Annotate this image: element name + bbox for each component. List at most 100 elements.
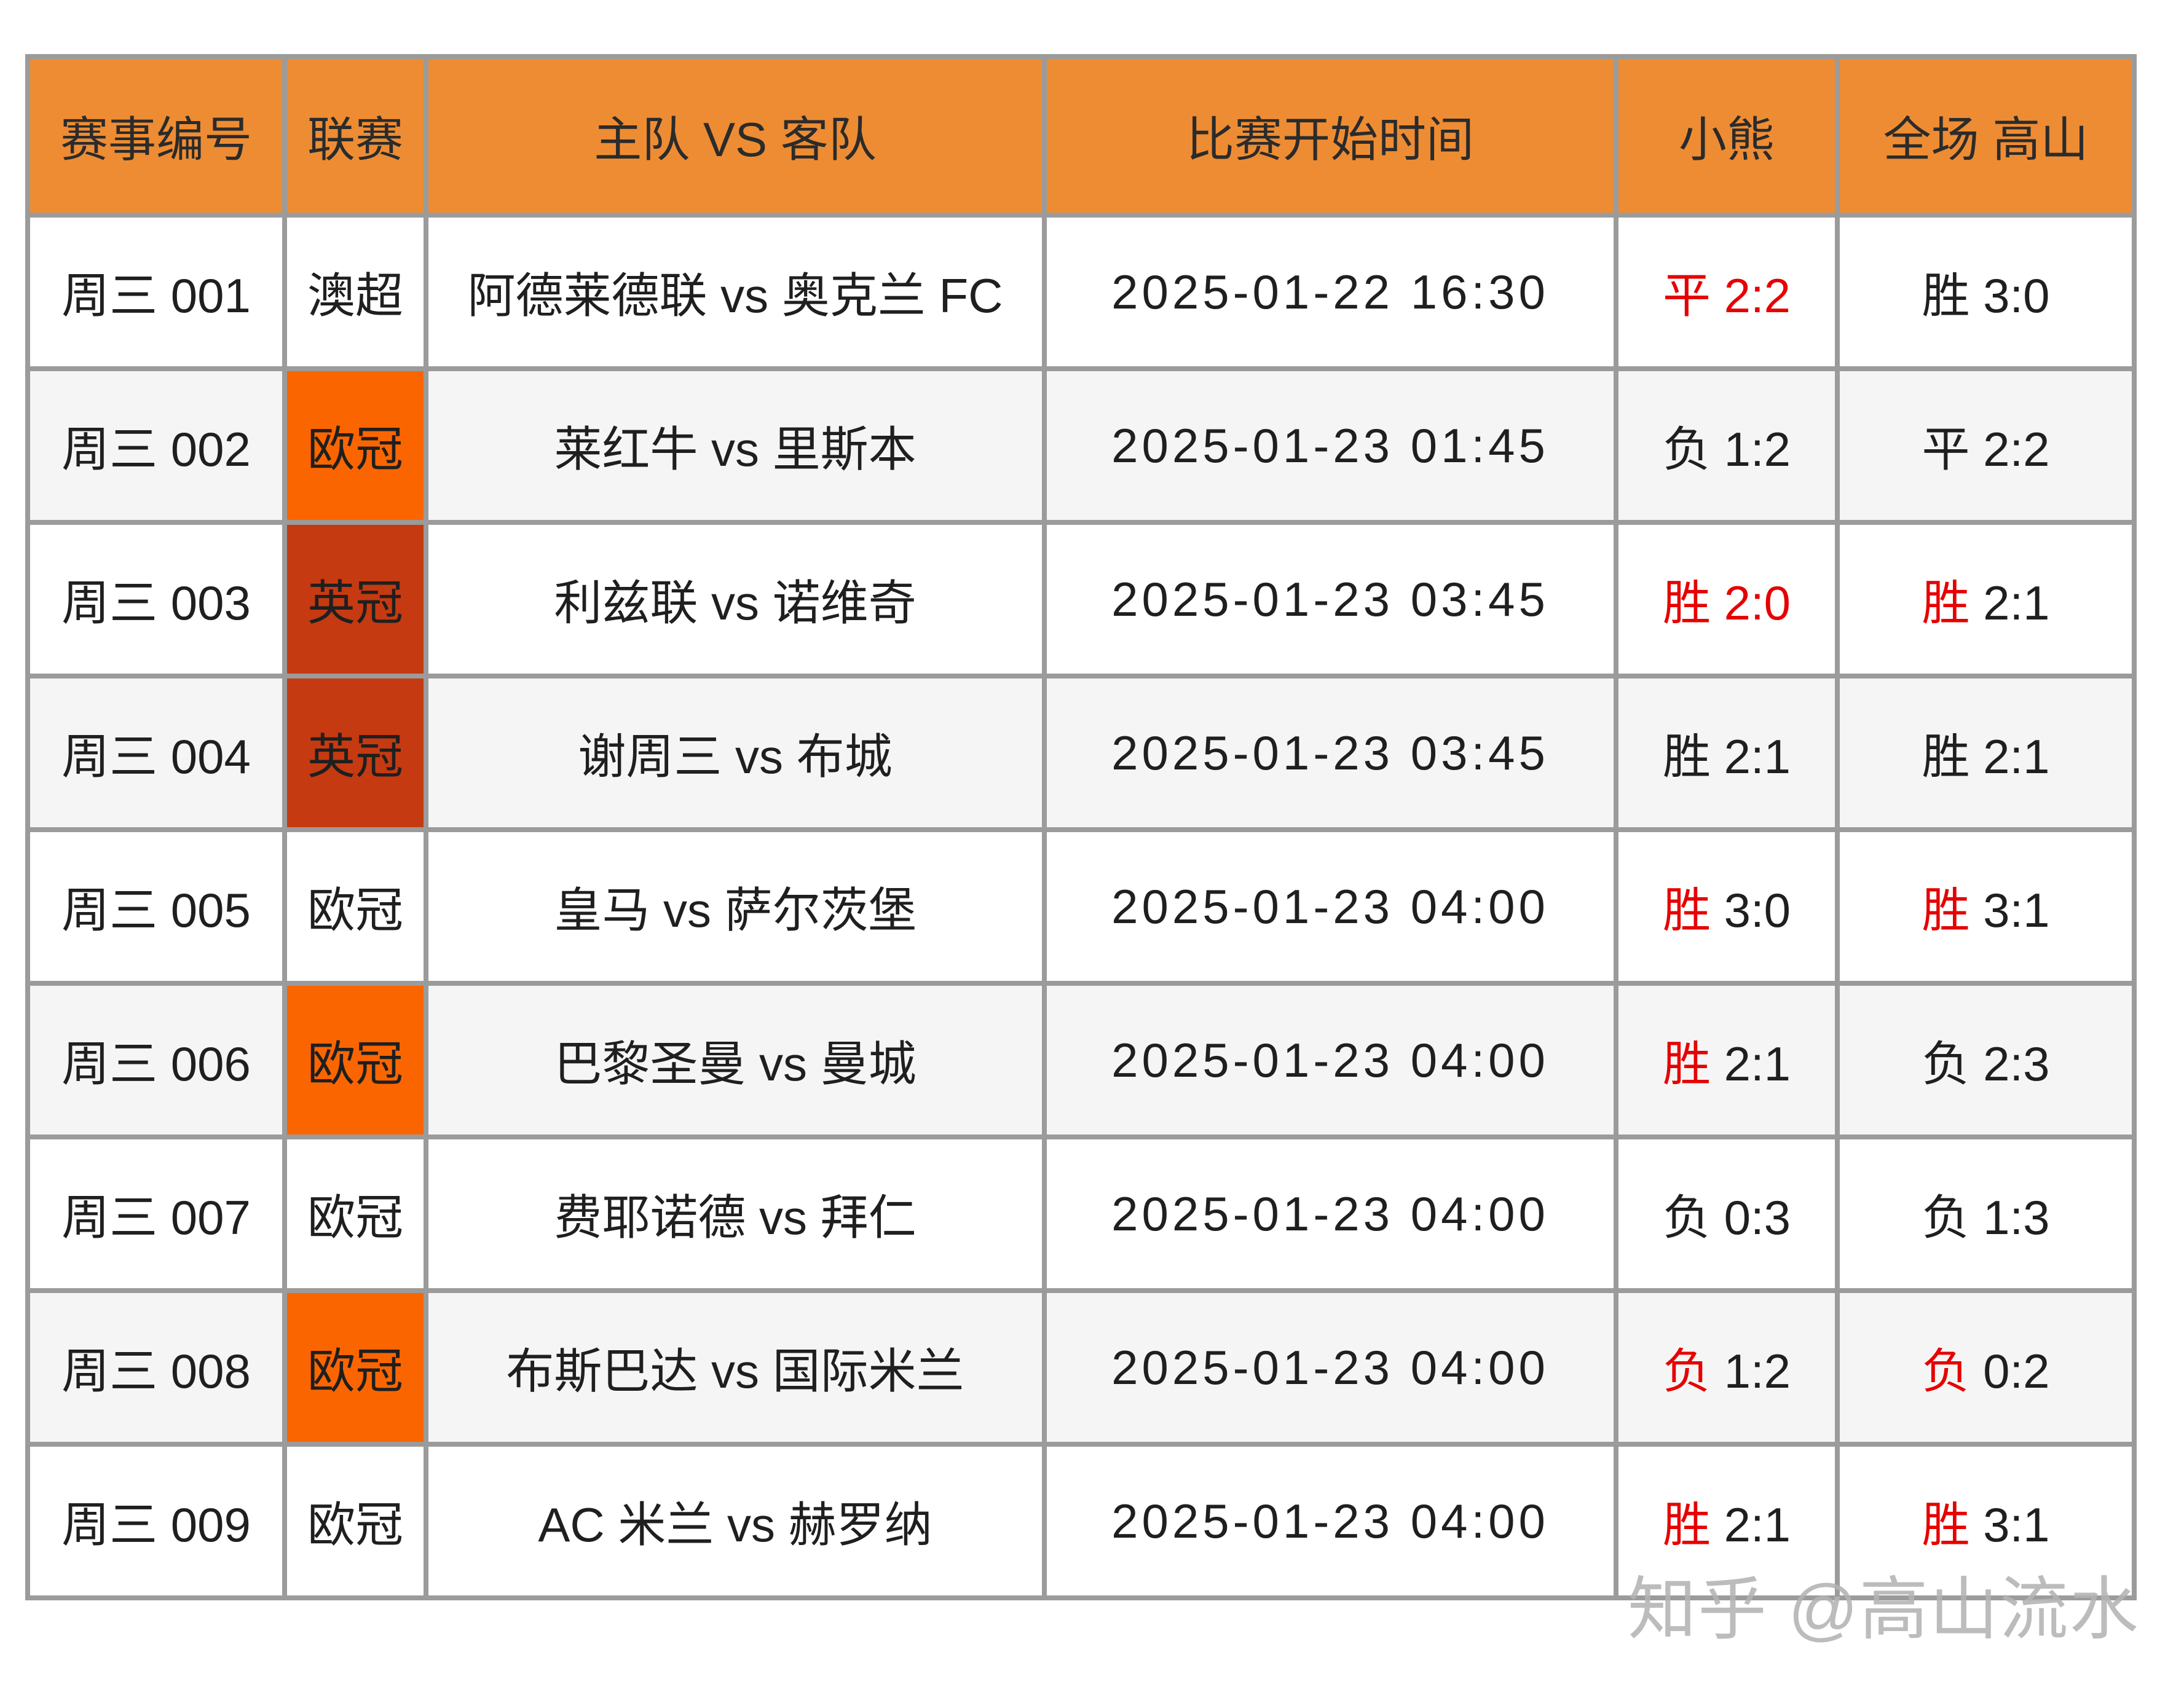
time-cell: 2025-01-23 04:00 [1042, 1442, 1618, 1600]
quanchang-result: 负 [1922, 1344, 1970, 1398]
quanchang-prediction-cell: 负 1:3 [1835, 1134, 2137, 1293]
header-league: 联赛 [282, 54, 428, 218]
match-no-cell: 周三 006 [25, 981, 287, 1139]
xiaoxiong-result: 胜 [1662, 1498, 1711, 1552]
xiaoxiong-prediction-cell: 负 0:3 [1614, 1134, 1840, 1293]
league-badge: 英冠 [282, 674, 428, 832]
quanchang-prediction-cell: 胜 2:1 [1835, 520, 2137, 678]
league-badge: 欧冠 [282, 1134, 428, 1293]
table-row: 周三 002 欧冠 莱红牛 vs 里斯本 2025-01-23 01:45 负 … [25, 366, 2137, 525]
match-no-cell: 周三 001 [25, 213, 287, 371]
xiaoxiong-score: 2:1 [1724, 1037, 1791, 1091]
time-cell: 2025-01-23 03:45 [1042, 674, 1618, 832]
match-no-cell: 周三 009 [25, 1442, 287, 1600]
quanchang-result: 负 [1922, 1190, 1970, 1245]
quanchang-score: 3:1 [1983, 883, 2050, 937]
quanchang-prediction-cell: 胜 2:1 [1835, 674, 2137, 832]
quanchang-prediction-cell: 胜 3:0 [1835, 213, 2137, 371]
time-cell: 2025-01-23 04:00 [1042, 1288, 1618, 1447]
teams-cell: 布斯巴达 vs 国际米兰 [424, 1288, 1047, 1447]
xiaoxiong-result: 胜 [1662, 729, 1711, 784]
league-badge: 欧冠 [282, 1442, 428, 1600]
match-no-cell: 周三 007 [25, 1134, 287, 1293]
xiaoxiong-result: 负 [1662, 1344, 1711, 1398]
xiaoxiong-score: 1:2 [1724, 1344, 1791, 1398]
quanchang-score: 3:0 [1983, 269, 2050, 323]
quanchang-prediction-cell: 胜 3:1 [1835, 1442, 2137, 1600]
xiaoxiong-score: 2:2 [1724, 269, 1791, 323]
quanchang-result: 胜 [1922, 576, 1970, 630]
quanchang-result: 胜 [1922, 1498, 1970, 1552]
xiaoxiong-score: 1:2 [1724, 422, 1791, 476]
table-row: 周三 004 英冠 谢周三 vs 布城 2025-01-23 03:45 胜 2… [25, 674, 2137, 832]
xiaoxiong-prediction-cell: 胜 2:1 [1614, 674, 1840, 832]
match-no-cell: 周三 005 [25, 827, 287, 986]
time-cell: 2025-01-23 04:00 [1042, 827, 1618, 986]
league-badge: 欧冠 [282, 981, 428, 1139]
xiaoxiong-prediction-cell: 负 1:2 [1614, 366, 1840, 525]
table-row: 周三 007 欧冠 费耶诺德 vs 拜仁 2025-01-23 04:00 负 … [25, 1134, 2137, 1293]
xiaoxiong-result: 胜 [1662, 1037, 1711, 1091]
table-row: 周三 005 欧冠 皇马 vs 萨尔茨堡 2025-01-23 04:00 胜 … [25, 827, 2137, 986]
quanchang-score: 1:3 [1983, 1190, 2050, 1245]
quanchang-score: 0:2 [1983, 1344, 2050, 1398]
teams-cell: AC 米兰 vs 赫罗纳 [424, 1442, 1047, 1600]
xiaoxiong-score: 0:3 [1724, 1190, 1791, 1245]
quanchang-result: 胜 [1922, 269, 1970, 323]
quanchang-result: 平 [1922, 422, 1970, 476]
xiaoxiong-result: 胜 [1662, 883, 1711, 937]
xiaoxiong-prediction-cell: 胜 2:1 [1614, 1442, 1840, 1600]
quanchang-result: 胜 [1922, 883, 1970, 937]
league-badge: 欧冠 [282, 366, 428, 525]
time-cell: 2025-01-23 04:00 [1042, 981, 1618, 1139]
quanchang-score: 2:1 [1983, 576, 2050, 630]
league-badge: 澳超 [282, 213, 428, 371]
quanchang-prediction-cell: 平 2:2 [1835, 366, 2137, 525]
watermark: 知乎 @高山流水 [1628, 1571, 2140, 1648]
table-row: 周三 008 欧冠 布斯巴达 vs 国际米兰 2025-01-23 04:00 … [25, 1288, 2137, 1447]
xiaoxiong-score: 2:0 [1724, 576, 1791, 630]
time-cell: 2025-01-22 16:30 [1042, 213, 1618, 371]
match-no-cell: 周三 002 [25, 366, 287, 525]
xiaoxiong-prediction-cell: 胜 3:0 [1614, 827, 1840, 986]
xiaoxiong-result: 平 [1662, 269, 1711, 323]
header-xiaoxiong: 小熊 [1614, 54, 1840, 218]
xiaoxiong-score: 2:1 [1724, 1498, 1791, 1552]
xiaoxiong-result: 负 [1662, 422, 1711, 476]
xiaoxiong-prediction-cell: 胜 2:0 [1614, 520, 1840, 678]
xiaoxiong-result: 负 [1662, 1190, 1711, 1245]
header-quanchang: 全场 高山 [1835, 54, 2137, 218]
quanchang-score: 2:1 [1983, 729, 2050, 784]
quanchang-score: 3:1 [1983, 1498, 2050, 1552]
teams-cell: 莱红牛 vs 里斯本 [424, 366, 1047, 525]
xiaoxiong-prediction-cell: 平 2:2 [1614, 213, 1840, 371]
table-row: 周三 009 欧冠 AC 米兰 vs 赫罗纳 2025-01-23 04:00 … [25, 1442, 2137, 1600]
teams-cell: 谢周三 vs 布城 [424, 674, 1047, 832]
quanchang-result: 胜 [1922, 729, 1970, 784]
quanchang-result: 负 [1922, 1037, 1970, 1091]
quanchang-prediction-cell: 胜 3:1 [1835, 827, 2137, 986]
header-teams: 主队 VS 客队 [424, 54, 1047, 218]
header-row: 赛事编号 联赛 主队 VS 客队 比赛开始时间 小熊 全场 高山 [25, 54, 2137, 218]
xiaoxiong-result: 胜 [1662, 576, 1711, 630]
xiaoxiong-score: 2:1 [1724, 729, 1791, 784]
xiaoxiong-score: 3:0 [1724, 883, 1791, 937]
quanchang-score: 2:3 [1983, 1037, 2050, 1091]
match-prediction-table: 赛事编号 联赛 主队 VS 客队 比赛开始时间 小熊 全场 高山 周三 001 … [25, 54, 2137, 1600]
league-badge: 欧冠 [282, 827, 428, 986]
quanchang-score: 2:2 [1983, 422, 2050, 476]
table-row: 周三 001 澳超 阿德莱德联 vs 奥克兰 FC 2025-01-22 16:… [25, 213, 2137, 371]
league-badge: 英冠 [282, 520, 428, 678]
teams-cell: 皇马 vs 萨尔茨堡 [424, 827, 1047, 986]
time-cell: 2025-01-23 01:45 [1042, 366, 1618, 525]
league-badge: 欧冠 [282, 1288, 428, 1447]
time-cell: 2025-01-23 04:00 [1042, 1134, 1618, 1293]
header-match-no: 赛事编号 [25, 54, 287, 218]
teams-cell: 巴黎圣曼 vs 曼城 [424, 981, 1047, 1139]
match-no-cell: 周三 003 [25, 520, 287, 678]
xiaoxiong-prediction-cell: 负 1:2 [1614, 1288, 1840, 1447]
match-no-cell: 周三 008 [25, 1288, 287, 1447]
teams-cell: 利兹联 vs 诺维奇 [424, 520, 1047, 678]
table-row: 周三 003 英冠 利兹联 vs 诺维奇 2025-01-23 03:45 胜 … [25, 520, 2137, 678]
